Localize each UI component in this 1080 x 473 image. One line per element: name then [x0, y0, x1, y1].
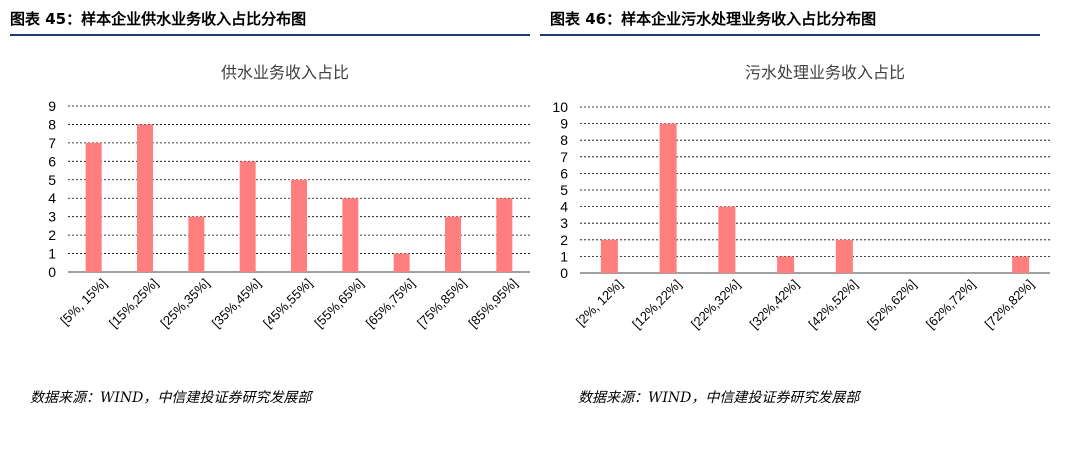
figure-45-label: 图表 45：样本企业供水业务收入占比分布图	[10, 10, 307, 28]
y-tick-label: 6	[560, 165, 568, 181]
bar	[342, 198, 359, 272]
x-tick-label: [75%,85%]	[414, 276, 469, 331]
x-tick-label: [65%,75%]	[363, 276, 418, 331]
bar	[445, 216, 461, 272]
bar	[777, 256, 795, 273]
y-tick-label: 9	[48, 98, 56, 114]
figure-46-source: 数据来源：WIND，中信建投证券研究发展部	[578, 390, 860, 406]
y-tick-label: 4	[560, 199, 568, 215]
x-tick-label: [42%,52%]	[805, 277, 860, 332]
y-tick-label: 4	[48, 190, 56, 206]
figure-45-rule	[10, 34, 530, 36]
y-tick-label: 8	[560, 132, 568, 148]
y-tick-label: 3	[48, 209, 56, 225]
y-tick-label: 1	[48, 246, 56, 262]
y-tick-label: 8	[48, 116, 56, 132]
x-tick-label: [62%,72%]	[923, 277, 978, 332]
y-tick-label: 0	[560, 265, 568, 281]
y-tick-label: 2	[560, 232, 568, 248]
y-tick-label: 5	[48, 172, 56, 188]
bar	[188, 216, 205, 272]
x-tick-label: [5%, 15%]	[57, 276, 110, 329]
x-tick-label: [12%,22%]	[629, 277, 684, 332]
x-tick-label: [32%,42%]	[747, 277, 802, 332]
bar	[600, 239, 618, 273]
figure-45-source: 数据来源：WIND，中信建投证券研究发展部	[30, 390, 312, 406]
x-tick-label: [35%,45%]	[209, 276, 264, 331]
y-tick-label: 7	[560, 149, 568, 165]
bar	[85, 142, 102, 272]
y-tick-label: 10	[552, 99, 568, 115]
y-tick-label: 6	[48, 153, 56, 169]
y-tick-label: 3	[560, 215, 568, 231]
figure-46-label: 图表 46：样本企业污水处理业务收入占比分布图	[550, 10, 877, 28]
bar	[496, 198, 513, 272]
bar	[1012, 256, 1030, 273]
x-tick-label: [85%,95%]	[465, 276, 520, 331]
bar	[137, 124, 153, 272]
y-tick-label: 0	[48, 264, 56, 280]
x-tick-label: [72%,82%]	[982, 277, 1037, 332]
x-tick-label: [45%,55%]	[260, 276, 315, 331]
figure-46-panel: 图表 46：样本企业污水处理业务收入占比分布图 污水处理业务收入占比 0 1 2 3 4 5…	[540, 0, 1070, 473]
water-supply-bar-chart: 供水业务收入占比 0 1 2 3 4 5 6 7 8 9 [5%, 15%][15%,25%][25%…	[48, 63, 530, 331]
chart-title: 供水业务收入占比	[221, 63, 349, 82]
figure-45-panel: 图表 45：样本企业供水业务收入占比分布图 供水业务收入占比 0 1 2 3 4 5 6 7 8 9…	[0, 0, 530, 473]
y-tick-label: 5	[560, 182, 568, 198]
bar	[239, 161, 256, 272]
x-tick-label: [2%, 12%]	[573, 277, 626, 330]
bar	[718, 206, 736, 273]
x-tick-label: [15%,25%]	[106, 276, 161, 331]
bar	[659, 123, 677, 273]
y-tick-label: 1	[560, 248, 568, 264]
chart-title: 污水处理业务收入占比	[745, 63, 905, 82]
x-tick-label: [55%,65%]	[311, 276, 366, 331]
bar	[291, 179, 307, 272]
y-tick-label: 7	[48, 135, 56, 151]
bar	[393, 253, 410, 272]
y-tick-label: 9	[560, 116, 568, 132]
figure-46-rule	[540, 34, 1040, 36]
x-tick-label: [52%,62%]	[864, 277, 919, 332]
x-tick-label: [22%,32%]	[688, 277, 743, 332]
x-tick-label: [25%,35%]	[157, 276, 212, 331]
bar	[835, 239, 853, 273]
y-tick-label: 2	[48, 227, 56, 243]
